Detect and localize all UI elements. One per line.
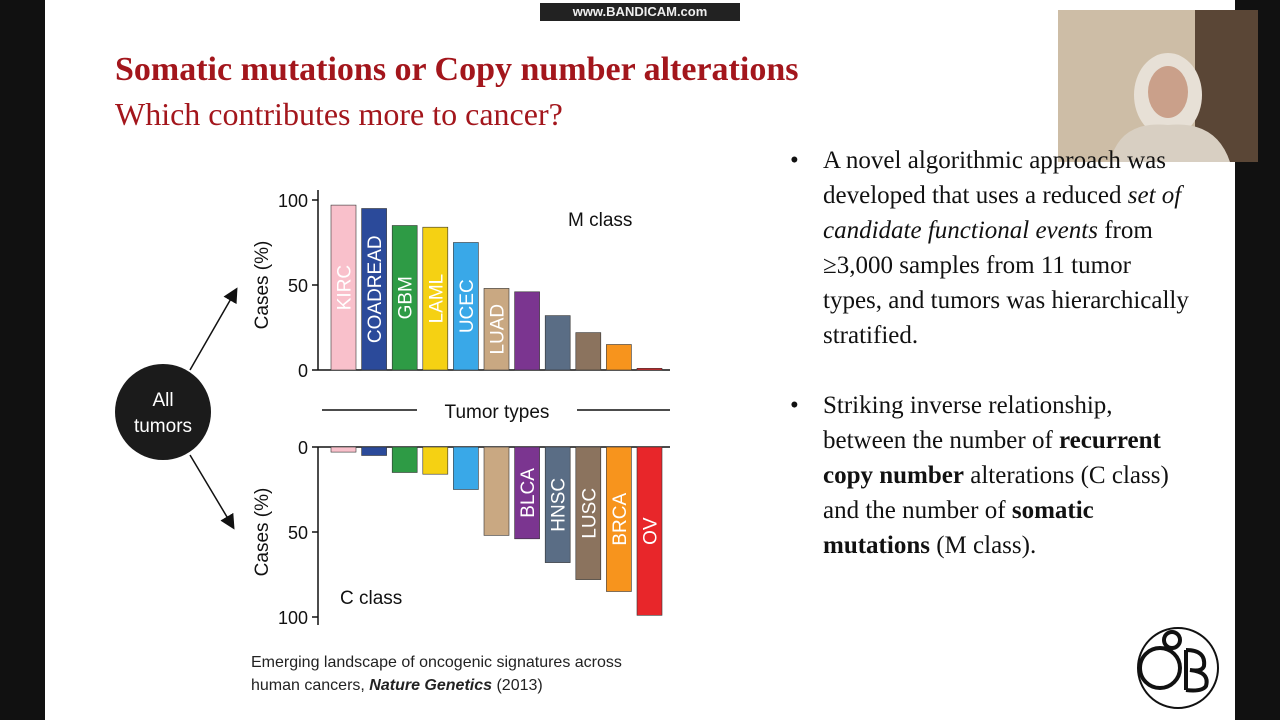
bullet-text: A novel algorithmic approach was develop… [823,147,1166,209]
bar [575,332,602,371]
y-tick-label: 100 [278,608,308,628]
bullet-dot: • [790,147,799,174]
bar-label: BLCA [518,468,539,518]
y-tick-label: 0 [298,361,308,381]
bar-label: GBM [396,276,417,319]
bar-label: BRCA [610,493,631,546]
logo [1137,627,1219,709]
bar [575,446,602,580]
bullet-text: from ≥3,000 samples from 11 tumor types,… [823,217,1189,349]
bar [544,446,571,563]
bar-label: OV [641,517,662,545]
bar-label: LAML [426,274,447,324]
bar [483,288,510,371]
slide-title: Somatic mutations or Copy number alterat… [115,51,798,88]
bar [453,446,479,490]
caption-line: human cancers, Nature Genetics (2013) [251,674,622,697]
bar-label: KIRC [335,265,356,310]
bar-label: LUSC [579,488,600,539]
bar [636,367,663,371]
y-tick-label: 50 [288,523,308,543]
bullet: • A novel algorithmic approach was develo… [790,143,1190,353]
bar [606,446,632,592]
caption-journal: Nature Genetics [369,677,493,694]
bar [514,446,540,540]
bar [391,446,418,473]
bullet-text: alterations (C class) and the number of [823,462,1169,524]
bar [514,291,540,371]
bar [422,446,449,475]
node-circle [115,364,211,460]
bar [422,226,449,371]
bullet-text: somatic mutations [823,497,1094,559]
caption-text: (2013) [496,677,543,694]
bar [330,204,357,371]
bar [483,446,510,536]
slide-subtitle: Which contributes more to cancer? [115,96,563,132]
watermark-bg [540,3,740,21]
y-tick-label: 0 [298,438,308,458]
bar [361,208,387,371]
node-label: All [152,390,173,411]
bar [391,225,418,371]
watermark: www.BANDICAM.com [572,4,708,19]
bar [606,344,632,371]
webcam [1058,10,1258,162]
bullet-text: recurrent copy number [823,427,1161,489]
divider-label: Tumor types [445,402,550,423]
bullet-dot: • [790,392,799,419]
bar-label: LUAD [488,304,509,355]
chart-label: M class [568,210,632,231]
bar [361,446,387,456]
bar [330,446,357,453]
caption-text: human cancers, [251,677,365,694]
chart-label: C class [340,588,402,609]
y-tick-label: 50 [288,276,308,296]
bullet-text: Striking inverse relationship, between t… [823,392,1113,454]
arrow [189,454,235,530]
bullet-text: set of candidate functional events [823,182,1182,244]
y-tick-label: 100 [278,191,308,211]
bullet: • Striking inverse relationship, between … [790,388,1190,563]
y-axis-label: Cases (%) [252,241,273,330]
caption: Emerging landscape of oncogenic signatur… [251,651,622,697]
bar [636,446,663,616]
bullet-text: (M class). [936,532,1037,559]
arrow [189,287,238,371]
y-axis-label: Cases (%) [252,488,273,577]
bar-label: HNSC [549,478,570,532]
bar [544,315,571,371]
bar-label: COADREAD [365,235,386,343]
bullet-list: • A novel algorithmic approach was develo… [790,143,1190,598]
bar-label: UCEC [457,279,478,333]
bar [453,242,479,371]
caption-line: Emerging landscape of oncogenic signatur… [251,654,622,671]
node-label: tumors [134,416,192,437]
